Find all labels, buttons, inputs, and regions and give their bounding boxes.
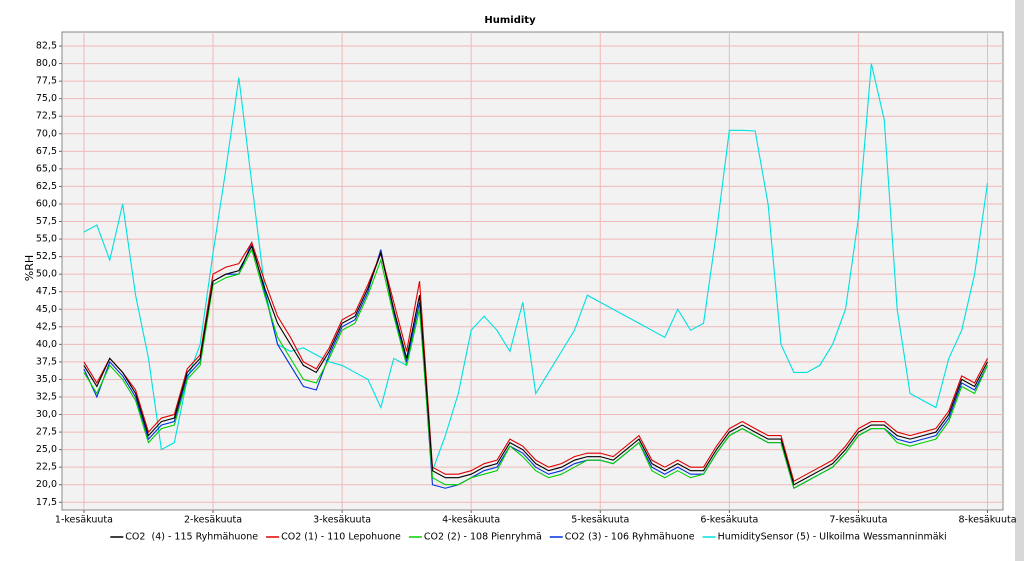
- series-line: [83, 241, 988, 483]
- y-tick-label: 57,5: [36, 216, 57, 227]
- y-tick-label: 47,5: [36, 286, 57, 297]
- y-tick-label: 72,5: [36, 111, 57, 122]
- y-tick-label: 37,5: [36, 356, 57, 367]
- y-tick-label: 67,5: [36, 146, 57, 157]
- series-line: [83, 248, 989, 490]
- y-tick-label: 22,5: [36, 462, 57, 473]
- series-line: [83, 244, 988, 486]
- legend-label: CO2 (1) - 110 Lepohuone: [281, 532, 401, 543]
- plot-area: [61, 31, 1004, 511]
- y-axis-label: %RH: [23, 255, 36, 281]
- y-tick-label: 80,0: [36, 58, 57, 69]
- legend-label: CO2 (4) - 115 Ryhmähuone: [125, 532, 258, 543]
- y-tick-label: 55,0: [36, 234, 57, 245]
- y-tick-label: 30,0: [36, 409, 57, 420]
- y-tick-label: 25,0: [36, 444, 57, 455]
- y-tick-label: 20,0: [36, 479, 57, 490]
- legend-label: CO2 (3) - 106 Ryhmähuone: [565, 532, 695, 543]
- x-tick-label: 6-kesäkuuta: [700, 515, 758, 526]
- y-tick-label: 35,0: [36, 374, 57, 385]
- x-tick-label: 7-kesäkuuta: [829, 515, 887, 526]
- y-tick-label: 50,0: [36, 269, 57, 280]
- y-tick-label: 60,0: [36, 198, 57, 209]
- x-tick-label: 2-kesäkuuta: [184, 515, 242, 526]
- y-tick-label: 65,0: [36, 163, 57, 174]
- y-tick-label: 52,5: [36, 251, 57, 262]
- x-tick-label: 8-kesäkuuta: [958, 515, 1016, 526]
- y-tick-label: 62,5: [36, 181, 57, 192]
- legend-label: CO2 (2) - 108 Pienryhmä: [424, 532, 542, 543]
- x-tick-label: 3-kesäkuuta: [313, 515, 371, 526]
- y-tick-label: 82,5: [36, 41, 57, 52]
- y-tick-label: 45,0: [36, 304, 57, 315]
- y-tick-label: 77,5: [36, 76, 57, 87]
- y-tick-label: 27,5: [36, 427, 57, 438]
- chart-title: Humidity: [484, 15, 536, 26]
- window-edge: [1015, 0, 1024, 561]
- y-tick-label: 75,0: [36, 93, 57, 104]
- x-tick-label: 1-kesäkuuta: [55, 515, 113, 526]
- series-line: [83, 63, 989, 471]
- legend-label: HumiditySensor (5) - Ulkoilma Wessmannin…: [718, 532, 947, 543]
- y-tick-label: 32,5: [36, 391, 57, 402]
- y-tick-label: 40,0: [36, 339, 57, 350]
- y-tick-label: 17,5: [36, 497, 57, 508]
- x-tick-label: 4-kesäkuuta: [442, 515, 500, 526]
- x-tick-label: 5-kesäkuuta: [571, 515, 629, 526]
- y-tick-label: 70,0: [36, 128, 57, 139]
- y-tick-label: 42,5: [36, 321, 57, 332]
